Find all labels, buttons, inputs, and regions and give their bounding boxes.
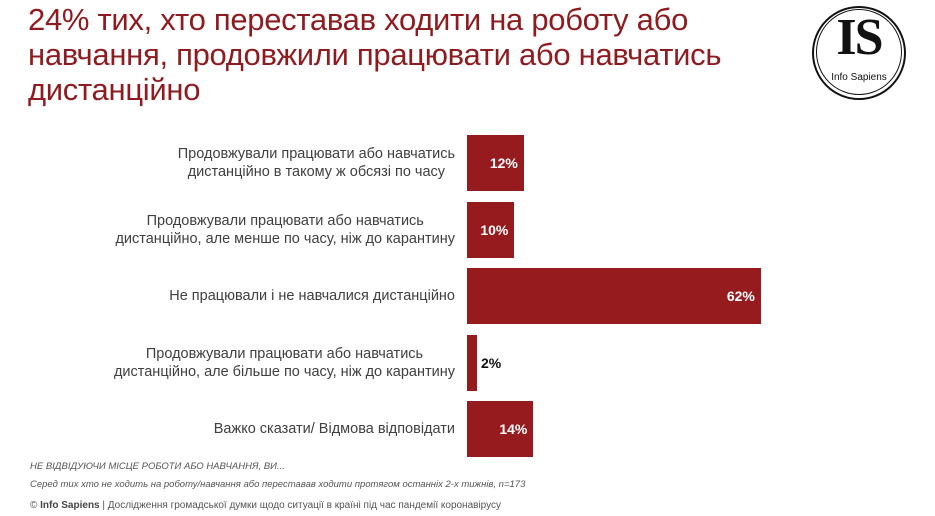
logo-brand-name: Info Sapiens (831, 72, 887, 83)
bar-label-line: Продовжували працювати або навчатись (177, 146, 455, 162)
page-title: 24% тих, хто переставав ходити на роботу… (28, 2, 722, 107)
bar-label-line: Важко сказати/ Відмова відповідати (213, 421, 455, 437)
chart-row: Продовжували працювати або навчатись дист… (0, 335, 935, 391)
logo-ring-outer (812, 6, 906, 100)
copyright-symbol: © (30, 500, 41, 511)
bar-label: Продовжували працювати або навчатись дист… (35, 202, 455, 258)
logo-ring-inner (816, 9, 902, 95)
bar-label-line: Не працювали і не навчалися дистанційно (169, 288, 455, 304)
bar-label: Не працювали і не навчалися дистанційно (35, 268, 455, 324)
bar (467, 135, 524, 191)
bar-label: Продовжували працювати або навчатись дист… (35, 335, 455, 391)
bar-value-label: 2% (481, 355, 502, 371)
bar-value-label: 12% (489, 155, 518, 171)
footer: © Info Sapiens | Дослідження громадської… (30, 500, 501, 511)
question-note: НЕ ВІДВІДУЮЧИ МІСЦЕ РОБОТИ АБО НАВЧАННЯ,… (30, 461, 285, 472)
bar-label: Продовжували працювати або навчатись дист… (35, 135, 455, 191)
logo-mark: IS (836, 9, 883, 66)
footer-brand: Info Sapiens (40, 500, 100, 511)
bar (467, 335, 477, 391)
chart-row: Продовжували працювати або навчатись дист… (0, 135, 935, 191)
bar (467, 401, 534, 457)
bar-value-label: 14% (499, 421, 528, 437)
bar (467, 268, 761, 324)
base-note: Серед тих хто не ходить на роботу/навчан… (30, 479, 526, 490)
chart-row: Не працювали і не навчалися дистанційно 6… (0, 268, 935, 324)
chart-row: Продовжували працювати або навчатись дист… (0, 202, 935, 258)
bar-label-line: дистанційно, але більше по часу, ніж до … (113, 364, 455, 380)
bar (467, 202, 515, 258)
chart-row: Важко сказати/ Відмова відповідати 14% (0, 401, 935, 457)
bar-value-label: 62% (726, 288, 755, 304)
info-sapiens-logo: IS Info Sapiens (812, 6, 906, 100)
bar-label-line: дистанційно, але менше по часу, ніж до к… (115, 231, 455, 247)
bar-label-line: дистанційно в такому ж обсязі по часу (187, 164, 446, 180)
bar-label-line: Продовжували працювати або навчатись (146, 213, 424, 229)
footer-text: | Дослідження громадської думки щодо сит… (99, 500, 502, 511)
bar-label: Важко сказати/ Відмова відповідати (35, 401, 455, 457)
bar-label-line: Продовжували працювати або навчатись (145, 346, 424, 362)
bar-value-label: 10% (480, 222, 509, 238)
